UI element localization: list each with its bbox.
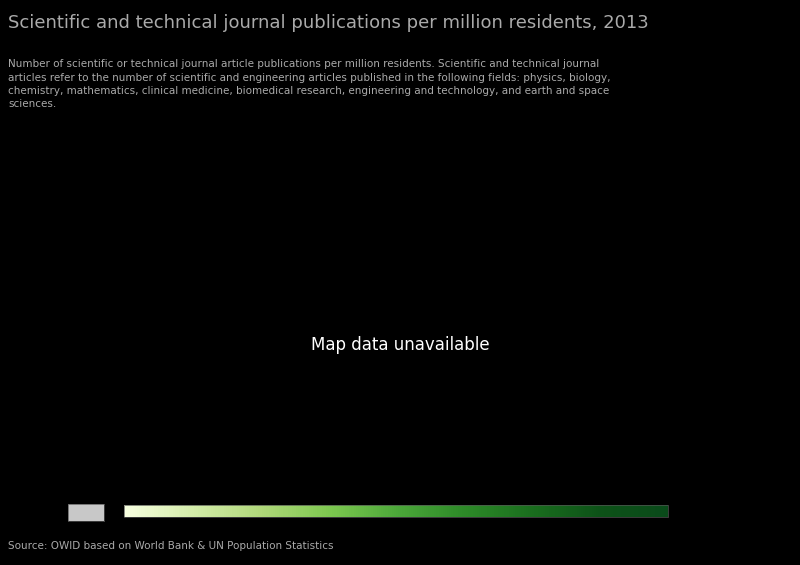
Text: Number of scientific or technical journal article publications per million resid: Number of scientific or technical journa… (8, 59, 610, 109)
Text: Source: OWID based on World Bank & UN Population Statistics: Source: OWID based on World Bank & UN Po… (8, 541, 334, 551)
Text: Map data unavailable: Map data unavailable (310, 336, 490, 354)
Text: Scientific and technical journal publications per million residents, 2013: Scientific and technical journal publica… (8, 14, 649, 32)
